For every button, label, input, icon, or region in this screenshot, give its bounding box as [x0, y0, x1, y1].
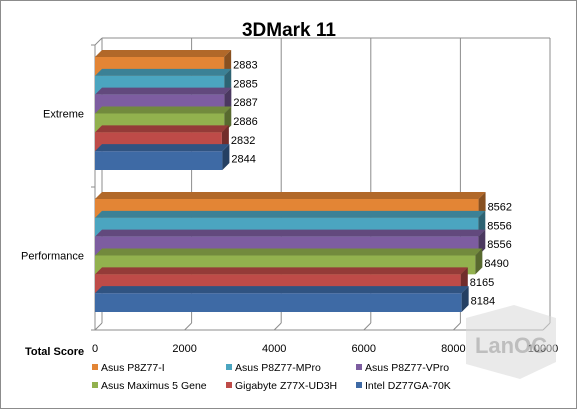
- bar-side-face: [475, 248, 483, 275]
- legend-item: Asus Maximus 5 Gene: [92, 380, 207, 392]
- data-label: 2887: [233, 97, 257, 109]
- bar: [95, 286, 469, 312]
- data-label: 2844: [231, 154, 255, 166]
- data-label: 8556: [487, 239, 511, 251]
- floor-tick: [363, 322, 372, 331]
- bar-top-face: [95, 68, 232, 76]
- x-tick-label: 0: [92, 343, 98, 355]
- data-label: 8165: [470, 277, 494, 289]
- legend-swatch: [356, 382, 362, 388]
- x-tick-label: 6000: [352, 343, 376, 355]
- legend-swatch: [92, 364, 98, 370]
- category-labels: Extreme Performance: [21, 109, 84, 263]
- data-label: 8184: [471, 296, 495, 308]
- legend-label: Asus P8Z77-VPro: [365, 362, 449, 374]
- bar-front: [95, 293, 462, 312]
- data-label: 2886: [233, 116, 257, 128]
- data-label: 8562: [488, 201, 512, 213]
- bar-top-face: [95, 286, 469, 294]
- bar-top-face: [95, 50, 232, 57]
- legend-swatch: [92, 382, 98, 388]
- legend-item: Asus P8Z77-MPro: [226, 362, 321, 374]
- bars: [95, 50, 486, 312]
- legend-label: Asus P8Z77-MPro: [235, 362, 321, 374]
- x-tick-label: 4000: [262, 343, 286, 355]
- chart-title: 3DMark 11: [242, 20, 336, 41]
- floor-tick: [184, 322, 192, 331]
- bar: [95, 144, 230, 170]
- legend-label: Asus Maximus 5 Gene: [101, 380, 207, 392]
- bar-top-face: [95, 210, 486, 218]
- legend-item: Intel DZ77GA-70K: [356, 380, 451, 392]
- x-tick-label: 2000: [172, 343, 196, 355]
- y-axis-top-diagonal: [94, 37, 103, 46]
- data-label: 2883: [233, 59, 257, 71]
- category-label: Extreme: [43, 109, 84, 121]
- legend-label: Intel DZ77GA-70K: [365, 380, 451, 392]
- data-label: 2832: [231, 135, 255, 147]
- bar-top-face: [95, 192, 486, 199]
- legend-item: Asus P8Z77-VPro: [356, 362, 449, 374]
- floor-tick: [94, 322, 103, 331]
- legend-item: Asus P8Z77-I: [92, 362, 165, 374]
- data-labels: 2883 2885 2887 2886 2832 2844 8562 8556 8556 8490…: [231, 59, 512, 307]
- bar-top-face: [95, 144, 230, 152]
- bar-top-face: [95, 125, 229, 133]
- watermark-logo: LanOC: [466, 305, 556, 379]
- legend: Asus P8Z77-I Asus P8Z77-MPro Asus P8Z77-VP…: [92, 362, 451, 392]
- data-label: 2885: [233, 78, 257, 90]
- x-tick-label: 8000: [441, 343, 465, 355]
- bar-top-face: [95, 248, 483, 256]
- floor-tick: [273, 322, 282, 331]
- bar-top-face: [95, 229, 486, 237]
- bar-side-face: [461, 286, 469, 312]
- bar-side-face: [222, 144, 230, 170]
- data-label: 8556: [487, 220, 511, 232]
- bar-front: [95, 151, 223, 170]
- bar-top-face: [95, 87, 232, 95]
- watermark-text: LanOC: [475, 333, 547, 358]
- legend-swatch: [356, 364, 362, 370]
- data-label: 8490: [484, 258, 508, 270]
- legend-label: Asus P8Z77-I: [101, 362, 165, 374]
- category-label: Performance: [21, 251, 84, 263]
- floor-tick: [453, 322, 461, 331]
- legend-swatch: [226, 382, 232, 388]
- bar-top-face: [95, 106, 232, 114]
- x-axis-label: Total Score: [25, 346, 84, 358]
- legend-item: Gigabyte Z77X-UD3H: [226, 380, 337, 392]
- legend-label: Gigabyte Z77X-UD3H: [235, 380, 337, 392]
- bar-top-face: [95, 267, 468, 275]
- legend-swatch: [226, 364, 232, 370]
